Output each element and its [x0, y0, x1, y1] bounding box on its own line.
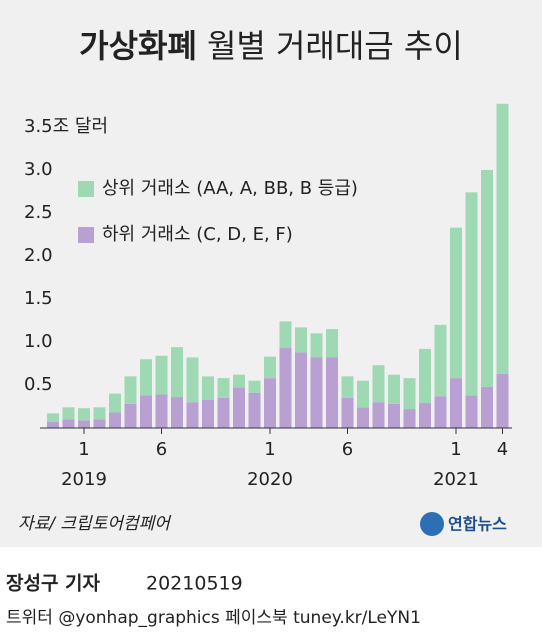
year-label: 2020: [247, 469, 293, 490]
bar-segment: [496, 103, 509, 374]
bar-segment: [155, 355, 168, 395]
x-tick-label: 1: [78, 439, 89, 460]
y-tick-label: 1.0: [24, 331, 53, 352]
social: 트위터 @yonhap_graphics 페이스북 tuney.kr/LeYN1: [6, 608, 421, 628]
bar-segment: [264, 378, 276, 428]
bar-segment: [171, 347, 183, 398]
bar-segment: [326, 357, 338, 428]
bar-segment: [388, 403, 400, 428]
bar-segment: [109, 393, 121, 413]
bar-segment: [264, 356, 276, 379]
x-tick-label: 6: [156, 439, 167, 460]
bar-segment: [403, 409, 416, 428]
date: 20210519: [146, 573, 243, 595]
bar-segment: [124, 403, 137, 428]
bar-segment: [47, 421, 59, 428]
y-tick-label: 2.5: [24, 202, 53, 223]
bar-segment: [109, 412, 121, 428]
bar-segment: [47, 413, 59, 422]
x-tick-label: 1: [450, 439, 461, 460]
y-tick-label: 0.5: [24, 374, 53, 395]
bar-segment: [202, 399, 214, 428]
bar-segment: [310, 357, 323, 428]
bar-segment: [279, 321, 292, 349]
logo-icon: [420, 512, 444, 536]
chart-title: 가상화폐 월별 거래대금 추이: [79, 27, 463, 65]
bar-segment: [341, 397, 354, 428]
bar-segment: [140, 395, 152, 428]
bar-segment: [78, 408, 90, 421]
bar-segment: [217, 378, 230, 398]
bar-segment: [372, 402, 385, 428]
title-bold: 가상화폐: [79, 27, 197, 65]
bar-segment: [357, 380, 369, 408]
bar-segment: [202, 376, 214, 400]
bar-segment: [295, 352, 307, 428]
bar-segment: [233, 374, 245, 388]
bar-segment: [62, 419, 75, 428]
bar-segment: [434, 396, 447, 428]
bar-segment: [217, 397, 230, 428]
bar-segment: [481, 170, 493, 387]
bar-segment: [465, 192, 478, 396]
bar-segment: [78, 420, 90, 428]
bar-segment: [481, 386, 493, 428]
bar-segment: [357, 407, 369, 428]
bar-segment: [496, 373, 509, 428]
bar-segment: [434, 324, 447, 397]
year-label: 2019: [61, 469, 107, 490]
bar-segment: [62, 407, 75, 420]
bar-segment: [326, 329, 338, 358]
bar-segment: [450, 227, 462, 379]
legend-label: 하위 거래소 (C, D, E, F): [102, 224, 293, 245]
y-tick-label: 3.5조 달러: [24, 116, 108, 137]
logo: 연합뉴스: [448, 515, 507, 534]
bar-segment: [171, 397, 183, 428]
bar-segment: [248, 380, 261, 393]
bar-segment: [124, 376, 137, 404]
bar-segment: [248, 392, 261, 428]
bar-segment: [450, 378, 462, 428]
legend-swatch: [78, 227, 94, 243]
x-tick-label: 4: [497, 439, 508, 460]
title-rest: 월별 거래대금 추이: [207, 27, 463, 65]
bar-segment: [403, 378, 416, 410]
bar-segment: [279, 348, 292, 428]
bar-segment: [419, 348, 431, 404]
bar-segment: [233, 387, 245, 428]
bar-segment: [93, 419, 106, 428]
bar-segment: [310, 333, 323, 358]
bar-segment: [465, 395, 478, 428]
byline: 장성구 기자: [6, 573, 101, 595]
bar-segment: [93, 407, 106, 420]
bar-segment: [186, 357, 199, 403]
legend-label: 상위 거래소 (AA, A, BB, B 등급): [102, 178, 358, 199]
x-tick-label: 1: [264, 439, 275, 460]
bar-segment: [186, 402, 199, 428]
source: 자료/ 크립토어컴페어: [18, 514, 172, 534]
y-tick-label: 2.0: [24, 245, 53, 266]
bar-segment: [155, 394, 168, 428]
legend-swatch: [78, 181, 94, 197]
bar-segment: [341, 376, 354, 398]
x-tick-label: 6: [342, 439, 353, 460]
bar-segment: [388, 374, 400, 404]
bar-segment: [372, 365, 385, 403]
y-tick-label: 1.5: [24, 288, 53, 309]
bar-segment: [295, 327, 307, 353]
bar-segment: [419, 403, 431, 428]
bar-segment: [140, 359, 152, 396]
year-label: 2021: [433, 469, 479, 490]
y-tick-label: 3.0: [24, 159, 53, 180]
